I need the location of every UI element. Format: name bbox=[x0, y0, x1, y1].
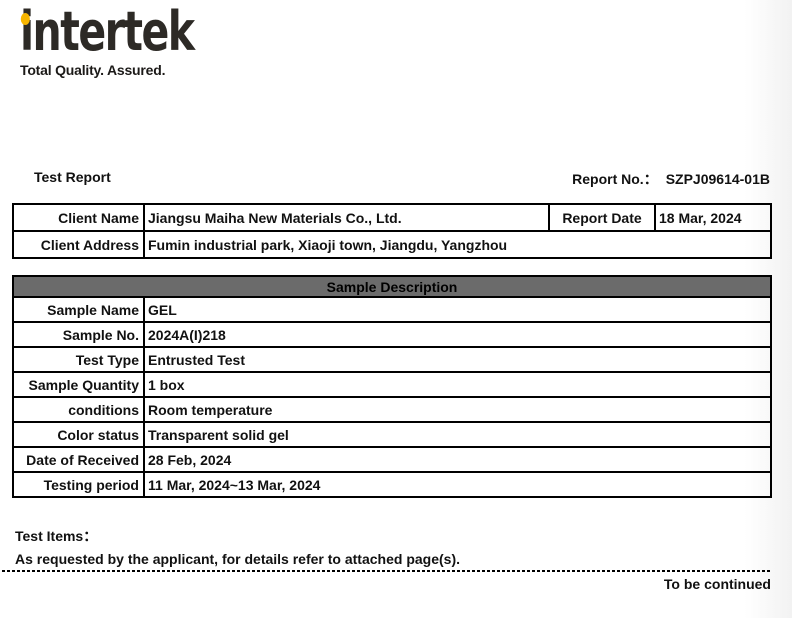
test-type-label: Test Type bbox=[12, 346, 145, 373]
sample-quantity-label: Sample Quantity bbox=[12, 371, 145, 398]
table-row: Client Address Fumin industrial park, Xi… bbox=[12, 230, 772, 259]
table-row: Test Type Entrusted Test bbox=[12, 346, 773, 373]
to-be-continued-label: To be continued bbox=[663, 576, 771, 592]
report-title: Test Report bbox=[34, 169, 111, 185]
table-row: Sample Quantity 1 box bbox=[12, 371, 773, 398]
table-row: Sample No. 2024A(I)218 bbox=[12, 321, 773, 348]
testing-period-value: 11 Mar, 2024~13 Mar, 2024 bbox=[142, 471, 773, 498]
report-number-value: SZPJ09614-01B bbox=[665, 171, 770, 187]
test-type-value: Entrusted Test bbox=[142, 346, 773, 373]
intertek-logo-mark: intertek bbox=[20, 4, 195, 60]
client-name-value: Jiangsu Maiha New Materials Co., Ltd. bbox=[143, 203, 550, 232]
intertek-logo: intertek Total Quality. Assured. bbox=[20, 4, 248, 79]
conditions-value: Room temperature bbox=[142, 396, 773, 423]
sample-no-label: Sample No. bbox=[12, 321, 145, 348]
color-status-label: Color status bbox=[12, 421, 145, 448]
table-row: Client Name Jiangsu Maiha New Materials … bbox=[12, 203, 772, 232]
report-number-label: Report No.： bbox=[572, 171, 658, 187]
client-info-table: Client Name Jiangsu Maiha New Materials … bbox=[12, 203, 772, 259]
dashed-divider bbox=[2, 570, 772, 572]
client-name-label: Client Name bbox=[12, 203, 145, 232]
intertek-logo-text: intertek bbox=[20, 0, 195, 63]
logo-tagline: Total Quality. Assured. bbox=[20, 62, 166, 78]
sample-description-table: Sample Description Sample Name GEL Sampl… bbox=[11, 275, 773, 498]
conditions-label: conditions bbox=[12, 396, 145, 423]
table-row: Date of Received 28 Feb, 2024 bbox=[12, 446, 773, 473]
sample-quantity-value: 1 box bbox=[142, 371, 773, 398]
table-row: Sample Name GEL bbox=[12, 296, 773, 323]
sample-no-value: 2024A(I)218 bbox=[142, 321, 773, 348]
sample-name-value: GEL bbox=[142, 296, 773, 323]
sample-description-header: Sample Description bbox=[11, 275, 773, 298]
report-date-label: Report Date bbox=[548, 203, 656, 232]
test-items-note: As requested by the applicant, for detai… bbox=[15, 551, 460, 567]
date-received-value: 28 Feb, 2024 bbox=[142, 446, 773, 473]
client-address-label: Client Address bbox=[12, 230, 145, 259]
date-received-label: Date of Received bbox=[12, 446, 145, 473]
table-row: conditions Room temperature bbox=[12, 396, 773, 423]
sample-name-label: Sample Name bbox=[12, 296, 145, 323]
report-number: Report No.： SZPJ09614-01B bbox=[572, 169, 770, 189]
report-date-value: 18 Mar, 2024 bbox=[654, 203, 772, 232]
client-address-value: Fumin industrial park, Xiaoji town, Jian… bbox=[143, 230, 772, 259]
testing-period-label: Testing period bbox=[12, 471, 145, 498]
table-row: Sample Description bbox=[11, 275, 773, 298]
table-row: Color status Transparent solid gel bbox=[12, 421, 773, 448]
table-row: Testing period 11 Mar, 2024~13 Mar, 2024 bbox=[12, 471, 773, 498]
color-status-value: Transparent solid gel bbox=[142, 421, 773, 448]
logo-yellow-dot-icon bbox=[20, 13, 30, 25]
test-items-label: Test Items： bbox=[15, 528, 98, 544]
